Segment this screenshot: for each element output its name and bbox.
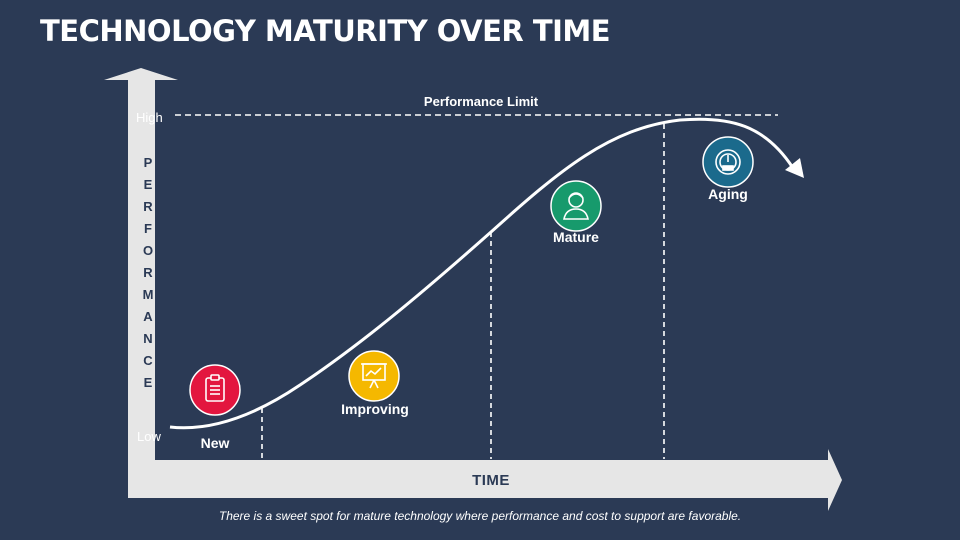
y-axis-high-label: High: [136, 110, 163, 125]
y-axis-letter: P: [144, 155, 153, 170]
stage-new: New: [189, 364, 241, 451]
stage-mature: Mature: [550, 180, 602, 245]
y-axis-letter: E: [144, 375, 153, 390]
y-axis-label: P E R F O R M A N C E: [143, 155, 154, 390]
stage-new-label: New: [201, 435, 230, 451]
clipboard-icon: [205, 374, 225, 402]
y-axis-arrow: [104, 68, 178, 498]
y-axis-letter: C: [143, 353, 153, 368]
stage-improving-label: Improving: [341, 401, 409, 417]
y-axis-letter: O: [143, 243, 153, 258]
y-axis-letter: A: [143, 309, 153, 324]
x-axis-label: TIME: [472, 472, 510, 489]
performance-limit-label: Performance Limit: [424, 94, 539, 109]
stage-mature-label: Mature: [553, 229, 599, 245]
gauge-icon: [715, 149, 741, 175]
person-icon: [563, 192, 589, 220]
y-axis-letter: R: [143, 265, 153, 280]
maturity-curve: [169, 117, 795, 430]
y-axis-letter: E: [144, 177, 153, 192]
stage-improving-circle: [348, 350, 400, 402]
slide-title: TECHNOLOGY MATURITY OVER TIME: [40, 14, 611, 48]
footnote: There is a sweet spot for mature technol…: [218, 509, 742, 523]
stage-improving: Improving: [341, 350, 409, 417]
curve-arrowhead: [785, 158, 804, 178]
y-axis-letter: N: [143, 331, 152, 346]
stage-aging: Aging: [702, 136, 754, 202]
y-axis-letter: M: [143, 287, 154, 302]
x-axis-arrow: [128, 449, 842, 511]
stage-mature-circle: [550, 180, 602, 232]
presentation-chart-icon: [361, 363, 387, 389]
y-axis-letter: F: [144, 221, 152, 236]
y-axis-letter: R: [143, 199, 153, 214]
y-axis-low-label: Low: [137, 429, 161, 444]
stage-aging-label: Aging: [708, 186, 748, 202]
